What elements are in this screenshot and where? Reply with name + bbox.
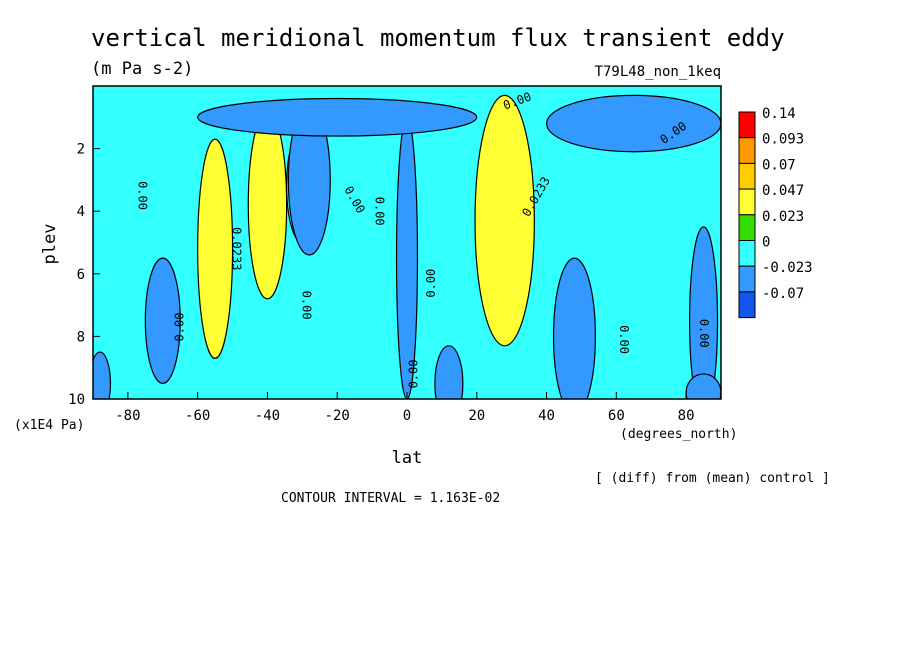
colorbar-label-0: 0.14 [762, 106, 796, 122]
contour-region-17 [434, 345, 464, 399]
contour-region-13 [552, 257, 596, 399]
colorbar: 0.14 0.093 0.07 0.047 0.023 0 -0.023 -0.07 [738, 106, 813, 319]
contour-region-10 [144, 257, 181, 384]
colorbar-label-5: 0 [762, 235, 770, 251]
colorbar-swatch-3 [738, 188, 756, 216]
contour-label-3: 0.00 [299, 291, 313, 320]
y-tick-label: 10 [68, 392, 85, 408]
contour-region-16 [685, 373, 721, 399]
contour-label-6: 0.00 [424, 269, 438, 298]
colorbar-swatch-1 [738, 137, 756, 164]
contour-label-10: 0.00 [617, 325, 631, 354]
colorbar-swatch-5 [738, 240, 756, 267]
y-axis-units: (x1E4 Pa) [14, 418, 84, 433]
y-tick-label: 4 [77, 204, 85, 220]
contour-region-6 [197, 138, 234, 359]
colorbar-swatch-2 [738, 162, 756, 190]
contour-label-11: 0.00 [697, 319, 711, 348]
contour-label-5: 0.00 [373, 197, 387, 226]
experiment-label: T79L48_non_1keq [595, 64, 721, 80]
x-tick-label: 60 [608, 408, 625, 424]
colorbar-swatch-7 [738, 291, 756, 319]
x-tick-label: -40 [255, 408, 280, 424]
contour-label-0: 0.00 [135, 181, 149, 210]
colorbar-label-4: 0.023 [762, 209, 804, 225]
comparison-note: [ (diff) from (mean) control ] [595, 471, 830, 486]
y-tick-label: 6 [77, 267, 85, 283]
colorbar-swatch-6 [738, 265, 756, 293]
contour-region-5 [247, 110, 288, 300]
y-tick-label: 2 [77, 142, 85, 158]
y-axis-label: plev [40, 224, 60, 265]
y-tick-label: 8 [77, 329, 85, 345]
x-tick-label: -80 [115, 408, 140, 424]
x-tick-label: 40 [538, 408, 555, 424]
x-tick-label: 20 [468, 408, 485, 424]
contour-region-12 [197, 97, 478, 137]
contour-region-9 [395, 116, 419, 399]
colorbar-label-6: -0.023 [762, 260, 813, 276]
contour-label-7: 0.00 [406, 360, 420, 389]
x-tick-label: 80 [678, 408, 695, 424]
x-axis-label: lat [392, 448, 423, 468]
contour-region-11 [545, 94, 721, 153]
contour-region-14 [689, 226, 719, 399]
x-tick-label: 0 [403, 408, 411, 424]
contour-label-1: 0.0233 [230, 227, 244, 270]
x-tick-label: -60 [185, 408, 210, 424]
colorbar-label-2: 0.07 [762, 157, 796, 173]
contour-region-15 [93, 351, 112, 399]
colorbar-swatch-0 [738, 111, 756, 139]
colorbar-swatch-4 [738, 214, 756, 242]
x-axis-units: (degrees_north) [620, 427, 737, 442]
contour-region-3 [474, 94, 535, 347]
colorbar-label-3: 0.047 [762, 183, 804, 199]
colorbar-label-1: 0.093 [762, 132, 804, 148]
chart-title: vertical meridional momentum flux transi… [91, 24, 785, 52]
chart-units: (m Pa s-2) [91, 59, 193, 79]
x-tick-label: -20 [325, 408, 350, 424]
colorbar-label-7: -0.07 [762, 286, 804, 302]
contour-interval: CONTOUR INTERVAL = 1.163E-02 [281, 491, 500, 506]
contour-label-2: 0.00 [173, 313, 187, 342]
